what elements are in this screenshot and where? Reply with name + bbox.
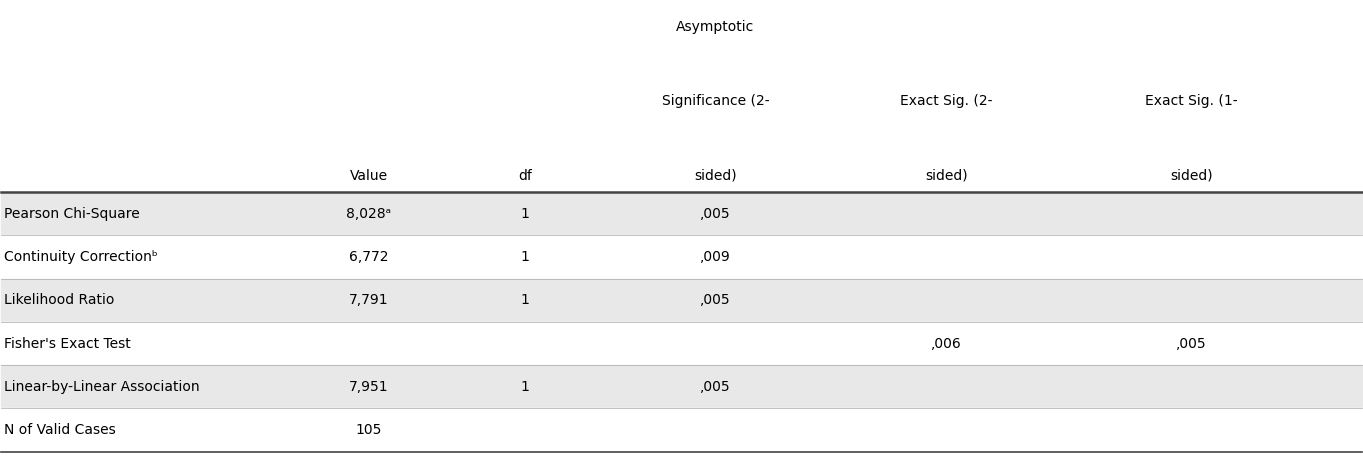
Text: 105: 105 [356, 423, 382, 437]
Text: ,005: ,005 [701, 207, 731, 221]
Bar [1, 192, 1362, 235]
Text: Likelihood Ratio: Likelihood Ratio [4, 293, 114, 307]
Text: Significance (2-: Significance (2- [661, 95, 769, 109]
Text: sided): sided) [925, 169, 968, 183]
Text: Asymptotic: Asymptotic [676, 20, 755, 34]
Text: Pearson Chi-Square: Pearson Chi-Square [4, 207, 140, 221]
Bar [1, 365, 1362, 409]
Bar [1, 409, 1362, 452]
Text: ,006: ,006 [931, 336, 962, 351]
Text: Exact Sig. (2-: Exact Sig. (2- [901, 95, 994, 109]
Bar [1, 322, 1362, 365]
Text: ,005: ,005 [701, 293, 731, 307]
Text: Continuity Correctionᵇ: Continuity Correctionᵇ [4, 250, 158, 264]
Text: 7,791: 7,791 [349, 293, 388, 307]
Text: ,009: ,009 [701, 250, 731, 264]
Bar [1, 235, 1362, 278]
Text: Exact Sig. (1-: Exact Sig. (1- [1145, 95, 1238, 109]
Text: ,005: ,005 [701, 380, 731, 394]
Text: ,005: ,005 [1176, 336, 1206, 351]
Text: sided): sided) [1171, 169, 1213, 183]
Bar [1, 278, 1362, 322]
Text: 8,028ᵃ: 8,028ᵃ [346, 207, 391, 221]
Text: sided): sided) [694, 169, 737, 183]
Text: 1: 1 [521, 380, 529, 394]
Text: Linear-by-Linear Association: Linear-by-Linear Association [4, 380, 200, 394]
Text: 1: 1 [521, 207, 529, 221]
Text: 1: 1 [521, 250, 529, 264]
Text: 6,772: 6,772 [349, 250, 388, 264]
Text: df: df [518, 169, 532, 183]
Text: N of Valid Cases: N of Valid Cases [4, 423, 116, 437]
Text: Fisher's Exact Test: Fisher's Exact Test [4, 336, 131, 351]
Text: 7,951: 7,951 [349, 380, 388, 394]
Text: 1: 1 [521, 293, 529, 307]
Text: Value: Value [349, 169, 387, 183]
